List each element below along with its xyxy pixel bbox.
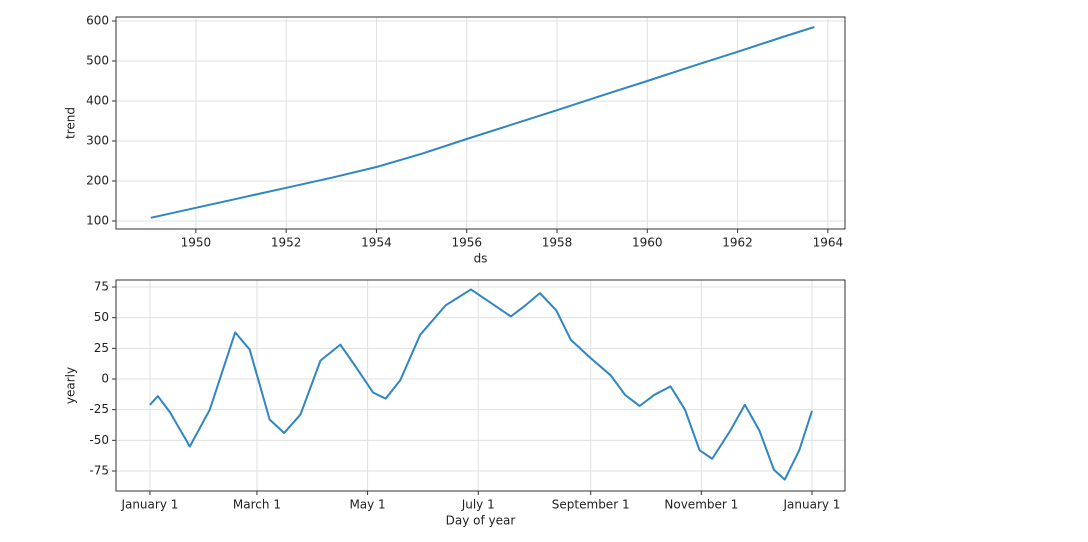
x-tick-label: 1952	[271, 236, 302, 250]
y-tick-label: 500	[86, 54, 109, 68]
y-axis-label: yearly	[64, 367, 78, 404]
x-tick-label: January 1	[120, 498, 178, 512]
y-tick-label: 25	[94, 341, 109, 355]
x-tick-label: 1956	[451, 236, 482, 250]
x-tick-label: 1954	[361, 236, 392, 250]
x-tick-label: 1962	[722, 236, 753, 250]
y-tick-label: 75	[94, 279, 109, 293]
y-tick-label: -25	[89, 402, 109, 416]
x-tick-label: 1960	[632, 236, 663, 250]
x-tick-label: July 1	[461, 498, 495, 512]
y-tick-label: -75	[89, 464, 109, 478]
x-tick-label: March 1	[233, 498, 281, 512]
x-tick-label: 1950	[181, 236, 212, 250]
y-tick-label: 600	[86, 14, 109, 28]
x-tick-label: May 1	[349, 498, 385, 512]
y-tick-label: 0	[101, 371, 109, 385]
y-tick-label: 50	[94, 310, 109, 324]
x-tick-label: September 1	[552, 498, 630, 512]
y-tick-label: 400	[86, 94, 109, 108]
x-tick-label: January 1	[783, 498, 841, 512]
line	[149, 288, 813, 481]
plot-frame	[115, 279, 846, 492]
y-tick-label: 200	[86, 174, 109, 188]
line	[150, 26, 815, 219]
x-tick-label: November 1	[664, 498, 738, 512]
x-axis-label: Day of year	[446, 514, 516, 528]
y-axis-label: trend	[64, 107, 78, 139]
y-tick-label: -50	[89, 433, 109, 447]
x-tick-label: 1964	[813, 236, 844, 250]
x-tick-label: 1958	[542, 236, 573, 250]
plot-frame	[115, 16, 846, 230]
y-tick-label: 100	[86, 214, 109, 228]
x-axis-label: ds	[474, 252, 488, 266]
y-tick-label: 300	[86, 134, 109, 148]
